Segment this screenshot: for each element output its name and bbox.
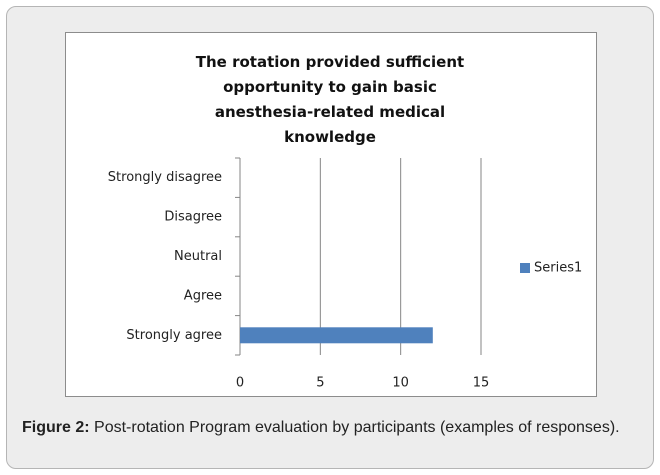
legend-swatch [520,263,530,273]
x-tick-label: 0 [236,376,244,391]
chart-title: The rotation provided sufficient opportu… [195,53,465,146]
caption-text: Post-rotation Program evaluation by part… [94,419,620,436]
x-tick-label: 10 [392,376,409,391]
bar [240,327,433,344]
y-tick-label: Strongly disagree [108,170,222,185]
caption-label: Figure 2: [22,419,90,436]
x-tick-label: 15 [473,376,490,391]
x-tick-label: 5 [316,376,324,391]
y-tick-label: Disagree [164,210,222,225]
legend-label: Series1 [534,261,582,276]
y-tick-label: Agree [184,288,222,303]
y-tick-label: Strongly agree [126,328,222,343]
y-tick-label: Neutral [174,249,222,264]
caption: Figure 2: Post-rotation Program evaluati… [22,416,638,439]
